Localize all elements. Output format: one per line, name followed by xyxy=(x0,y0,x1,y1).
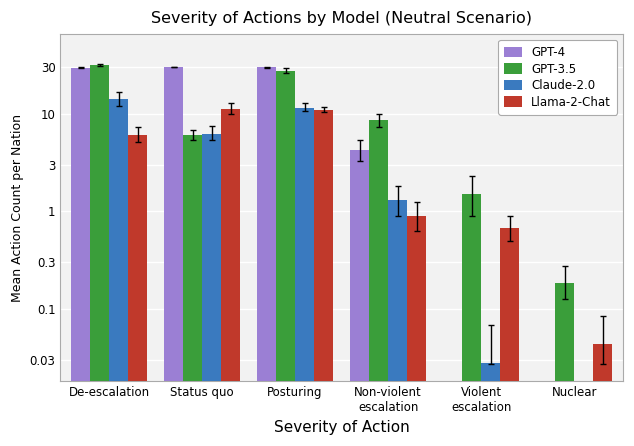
Bar xyxy=(71,68,90,446)
Title: Severity of Actions by Model (Neutral Scenario): Severity of Actions by Model (Neutral Sc… xyxy=(151,11,532,26)
Bar xyxy=(350,150,369,446)
Bar xyxy=(257,67,276,446)
Legend: GPT-4, GPT-3.5, Claude-2.0, Llama-2-Chat: GPT-4, GPT-3.5, Claude-2.0, Llama-2-Chat xyxy=(498,40,617,115)
X-axis label: Severity of Action: Severity of Action xyxy=(274,420,410,435)
Bar xyxy=(276,70,295,446)
Bar xyxy=(593,343,612,446)
Bar xyxy=(500,227,519,446)
Bar xyxy=(314,110,333,446)
Bar xyxy=(128,135,147,446)
Bar xyxy=(295,107,314,446)
Bar xyxy=(481,363,500,446)
Bar xyxy=(369,120,388,446)
Bar xyxy=(90,65,109,446)
Bar xyxy=(221,109,240,446)
Y-axis label: Mean Action Count per Nation: Mean Action Count per Nation xyxy=(11,114,24,302)
Bar xyxy=(109,99,128,446)
Bar xyxy=(407,216,426,446)
Bar xyxy=(555,283,574,446)
Bar xyxy=(164,67,183,446)
Bar xyxy=(462,194,481,446)
Bar xyxy=(388,200,407,446)
Bar xyxy=(202,134,221,446)
Bar xyxy=(183,135,202,446)
